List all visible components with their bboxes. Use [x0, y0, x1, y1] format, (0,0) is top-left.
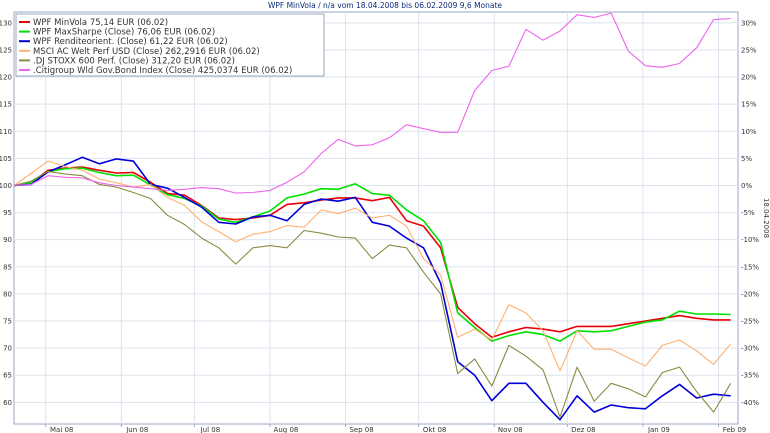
y-right-tick-label: -40%	[741, 399, 759, 407]
y-right-tick-label: 25%	[741, 46, 757, 54]
y-right-tick-label: -30%	[741, 345, 759, 353]
legend-label: .DJ STOXX 600 Perf. (Close) 312,20 EUR (…	[33, 56, 235, 66]
y-left-tick-label: 85	[3, 263, 12, 271]
series-line-5	[13, 170, 732, 418]
chart-title: WPF MinVola / n/a vom 18.04.2008 bis 06.…	[268, 1, 502, 10]
y-right-tick-label: 20%	[741, 74, 757, 82]
y-right-tick-label: 5%	[741, 155, 752, 163]
x-tick-label: Feb 09	[723, 426, 747, 433]
plot-area	[13, 11, 739, 425]
legend-label: WPF MaxSharpe (Close) 76,06 EUR (06.02)	[33, 28, 215, 38]
y-left-tick-label: 105	[0, 155, 12, 163]
y-right-tick-label: -20%	[741, 290, 759, 298]
y-right-tick-label: -25%	[741, 318, 759, 326]
y-left-tick-label: 125	[0, 46, 12, 54]
y-left-tick-label: 60	[3, 399, 12, 407]
y-left-tick-label: 120	[0, 74, 12, 82]
series-lines	[13, 12, 732, 421]
y-left-tick-label: 110	[0, 128, 12, 136]
x-tick-label: Mai 08	[50, 426, 73, 433]
legend: WPF MinVola 75,14 EUR (06.02)WPF MaxShar…	[15, 13, 325, 77]
x-tick-label: Sep 08	[349, 426, 373, 433]
x-tick-label: Jun 08	[125, 426, 148, 433]
series-line-3	[13, 156, 731, 421]
y-left-tick-label: 130	[0, 19, 12, 27]
x-tick-label: Nov 08	[498, 426, 523, 433]
y-left-tick-label: 100	[0, 182, 12, 190]
legend-label: .Citigroup Wld Gov.Bond Index (Close) 42…	[33, 66, 292, 76]
y-left-tick-label: 70	[3, 345, 12, 353]
y-left-tick-label: 115	[0, 101, 12, 109]
y-axis-right: 30% 25% 20% 15% 10% 5% 0% -5% -10% -15% -20% -25% -3…	[741, 19, 759, 406]
x-tick-label: Okt 08	[423, 426, 446, 433]
y-right-tick-label: 0%	[741, 182, 752, 190]
x-tick-label: Dez 08	[571, 426, 596, 433]
y-left-tick-label: 65	[3, 372, 12, 380]
side-label: 18.04.2008	[762, 198, 770, 238]
y-right-tick-label: -10%	[741, 236, 759, 244]
y-left-tick-label: 80	[3, 290, 12, 298]
x-tick-label: Aug 08	[274, 426, 299, 433]
legend-label: WPF MinVola 75,14 EUR (06.02)	[33, 18, 168, 28]
y-axis-left: 60 65 70 75 80 85 90 95 100 105 110 115 120 125 130	[0, 19, 12, 406]
x-tick-label: Jan 09	[647, 426, 670, 433]
y-right-tick-label: 30%	[741, 19, 757, 27]
y-left-tick-label: 95	[3, 209, 12, 217]
y-right-tick-label: -5%	[741, 209, 755, 217]
y-left-tick-label: 90	[3, 236, 12, 244]
series-line-2	[13, 167, 731, 342]
y-right-tick-label: 10%	[741, 128, 757, 136]
series-line-6	[13, 12, 731, 194]
x-tick-label: Jul 08	[200, 426, 221, 433]
series-line-1	[13, 166, 731, 339]
x-axis: Mai 08 Jun 08 Jul 08 Aug 08 Sep 08 Okt 08 Nov …	[45, 424, 747, 433]
y-right-tick-label: 15%	[741, 101, 757, 109]
y-right-tick-label: -15%	[741, 263, 759, 271]
y-right-tick-label: -35%	[741, 372, 759, 380]
legend-label: WPF Renditeorient. (Close) 61,22 EUR (06…	[33, 37, 228, 47]
legend-label: MSCI AC Welt Perf USD (Close) 262,2916 E…	[33, 47, 260, 57]
y-left-tick-label: 75	[3, 318, 12, 326]
legend-box	[15, 13, 325, 77]
